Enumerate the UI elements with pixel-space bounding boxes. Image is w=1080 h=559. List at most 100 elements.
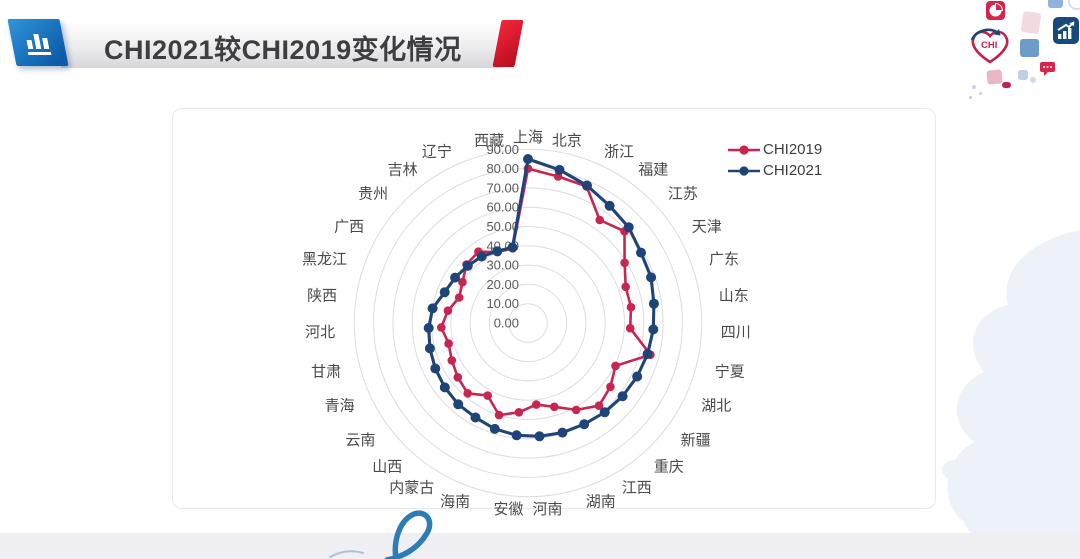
decor-square-blue-top xyxy=(1048,0,1063,8)
data-point-CHI2019 xyxy=(463,389,473,398)
category-label: 湖北 xyxy=(701,398,731,415)
decor-dot-2 xyxy=(979,92,982,95)
radial-axis-tick: 30.00 xyxy=(486,258,519,273)
pie-chart-icon xyxy=(986,1,1005,20)
data-point-CHI2021 xyxy=(453,399,464,410)
data-point-CHI2021 xyxy=(579,419,590,430)
category-label: 江苏 xyxy=(668,185,698,202)
column-chart-icon xyxy=(7,19,69,66)
grid-ring xyxy=(392,187,664,459)
radial-axis-tick: 60.00 xyxy=(486,200,519,215)
data-point-CHI2019 xyxy=(437,323,446,332)
data-point-CHI2021 xyxy=(623,222,634,233)
data-point-CHI2021 xyxy=(648,324,659,335)
data-point-CHI2021 xyxy=(642,349,653,359)
category-label: 内蒙古 xyxy=(389,479,434,496)
chart-panel: 90.00 80.00 70.00 60.00 50.00 40.00 30.00 20.00… xyxy=(172,108,936,518)
category-label: 安徽 xyxy=(493,501,523,518)
data-point-CHI2021 xyxy=(554,164,565,175)
legend-marker-chi2019 xyxy=(728,144,760,155)
data-point-CHI2021 xyxy=(470,412,481,423)
title-banner xyxy=(52,22,512,68)
decor-square-blue-small xyxy=(1018,70,1028,80)
legend-label-chi2021: CHI2021 xyxy=(763,162,823,179)
data-point-CHI2021 xyxy=(423,323,434,333)
footer-band xyxy=(0,533,1080,559)
category-label: 江西 xyxy=(622,479,652,496)
radial-axis-tick: 20.00 xyxy=(486,277,519,292)
data-point-CHI2021 xyxy=(632,371,643,382)
category-label: 山西 xyxy=(372,458,402,475)
chi-heart-logo: CHI xyxy=(966,26,1014,66)
radial-axis-tick: 50.00 xyxy=(486,219,519,234)
category-label: 青海 xyxy=(325,398,355,415)
data-point-CHI2019 xyxy=(532,400,541,409)
data-point-CHI2019 xyxy=(447,356,457,365)
decor-dot-1 xyxy=(972,85,976,89)
data-point-CHI2021 xyxy=(476,251,487,262)
svg-text:CHI: CHI xyxy=(981,40,997,51)
data-point-CHI2019 xyxy=(454,293,464,302)
legend-item-chi2019: CHI2019 xyxy=(727,141,822,158)
legend-label-chi2019: CHI2019 xyxy=(763,141,823,158)
data-point-CHI2021 xyxy=(604,200,615,211)
data-point-CHI2019 xyxy=(458,277,467,287)
data-point-CHI2021 xyxy=(582,180,592,191)
data-point-CHI2021 xyxy=(462,260,473,271)
grid-ring xyxy=(431,226,625,420)
category-label: 湖南 xyxy=(586,494,616,511)
decor-square-pink-pale xyxy=(1020,10,1042,35)
page-title: CHI2021较CHI2019变化情况 xyxy=(104,35,462,65)
category-label: 新疆 xyxy=(681,432,711,449)
grid-ring xyxy=(450,245,606,401)
data-point-CHI2019 xyxy=(571,405,581,415)
category-label: 辽宁 xyxy=(422,144,452,161)
grid-ring xyxy=(411,206,645,440)
data-point-CHI2021 xyxy=(523,154,533,164)
category-label: 上海 xyxy=(513,129,543,146)
data-point-CHI2021 xyxy=(492,246,503,257)
data-point-CHI2019 xyxy=(625,323,635,333)
data-point-CHI2019 xyxy=(453,373,463,382)
decor-dot-3 xyxy=(969,96,972,99)
category-label: 广东 xyxy=(709,251,739,268)
data-point-CHI2021 xyxy=(450,272,461,283)
data-point-CHI2021 xyxy=(427,303,438,314)
data-point-CHI2019 xyxy=(483,391,493,400)
data-point-CHI2021 xyxy=(617,391,628,402)
data-point-CHI2019 xyxy=(444,339,453,348)
data-point-CHI2021 xyxy=(557,427,568,438)
data-point-CHI2021 xyxy=(507,242,518,253)
category-label: 吉林 xyxy=(388,161,418,178)
grid-ring xyxy=(488,283,568,363)
data-point-CHI2019 xyxy=(550,402,559,412)
data-point-CHI2019 xyxy=(494,410,504,420)
category-label: 四川 xyxy=(721,324,751,341)
grid-ring xyxy=(469,264,587,382)
grid-ring xyxy=(353,148,703,498)
data-point-CHI2021 xyxy=(648,298,659,309)
trend-chart-icon xyxy=(1053,17,1079,44)
data-point-CHI2019 xyxy=(606,382,615,392)
decor-square-blue-tiny xyxy=(1030,77,1036,83)
data-point-CHI2021 xyxy=(534,431,545,442)
radial-axis-tick: 70.00 xyxy=(486,180,519,195)
chart-legend: CHI2019 CHI2021 xyxy=(727,141,822,179)
category-label: 重庆 xyxy=(654,458,684,475)
category-label: 黑龙江 xyxy=(302,251,347,268)
radial-axis-tick: 10.00 xyxy=(486,296,519,311)
data-point-CHI2021 xyxy=(489,423,500,434)
category-label: 海南 xyxy=(440,494,470,511)
category-label: 西藏 xyxy=(474,133,504,150)
category-label: 河北 xyxy=(305,324,335,341)
category-label: 北京 xyxy=(552,133,582,150)
data-point-CHI2021 xyxy=(439,287,450,298)
legend-item-chi2021: CHI2021 xyxy=(727,162,822,179)
data-point-CHI2021 xyxy=(636,247,646,258)
category-label: 云南 xyxy=(345,432,375,449)
data-point-CHI2019 xyxy=(611,361,620,371)
decor-circle-corner xyxy=(1068,0,1080,10)
data-point-CHI2021 xyxy=(439,382,450,393)
decor-rect-red-tiny xyxy=(1002,82,1011,88)
